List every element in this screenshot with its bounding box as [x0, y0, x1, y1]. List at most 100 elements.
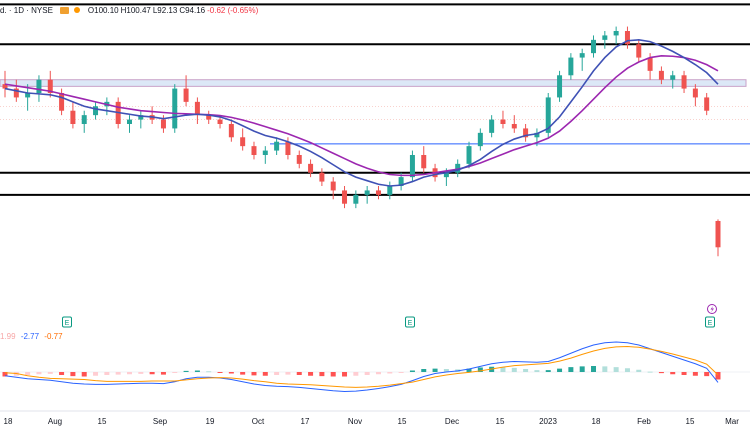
x-tick-label: 18 — [592, 417, 601, 426]
candle-body — [545, 97, 551, 133]
macd-hist-bar — [319, 372, 325, 377]
macd-hist-bar — [375, 372, 381, 375]
macd-hist-bar — [579, 366, 585, 372]
candle-body — [2, 84, 8, 89]
earnings-marker-label: E — [708, 320, 713, 327]
candle-body — [240, 137, 246, 147]
macd-hist-bar — [534, 370, 540, 372]
macd-hist-bar — [217, 372, 223, 373]
macd-hist-bar — [25, 372, 31, 375]
candle-body — [47, 79, 53, 93]
macd-hist-bar — [36, 372, 42, 375]
x-tick-label: 17 — [301, 417, 310, 426]
macd-signal-value: -0.77 — [44, 332, 63, 341]
macd-hist-bar — [274, 372, 280, 375]
earnings-marker-0: E — [62, 316, 72, 328]
candle-body — [624, 31, 630, 45]
earnings-marker-label: E — [65, 320, 70, 327]
close-value: C94.16 — [179, 5, 206, 15]
candle-body — [93, 106, 99, 116]
macd-hist-bar — [342, 372, 348, 377]
candle-body — [274, 141, 280, 151]
macd-hist-bar — [251, 372, 257, 376]
macd-hist-bar — [715, 372, 721, 380]
macd-hist-bar — [59, 372, 65, 375]
candle-body — [591, 39, 597, 54]
macd-hist-bar — [183, 370, 189, 372]
candle-body — [194, 101, 200, 116]
macd-hist-bar — [443, 369, 449, 372]
candle-body — [523, 128, 529, 138]
macd-hist-bar — [262, 372, 268, 376]
candle-body — [704, 97, 710, 111]
macd-hist-bar — [692, 372, 698, 376]
x-tick-label: Feb — [637, 417, 651, 426]
candle-body — [466, 146, 472, 164]
macd-hist-bar — [511, 367, 517, 372]
macd-hist-bar — [330, 372, 336, 377]
candle-body — [183, 88, 189, 102]
macd-hist-bar — [81, 372, 87, 377]
macd-hist-bar — [172, 372, 178, 373]
x-tick-label: 15 — [398, 417, 407, 426]
macd-hist-bar — [681, 372, 687, 375]
candle-body — [500, 119, 506, 124]
macd-hist-bar — [160, 372, 166, 375]
x-tick-label: Dec — [445, 417, 459, 426]
candle-body — [319, 172, 325, 182]
x-tick-label: Nov — [348, 417, 362, 426]
macd-line — [4, 341, 719, 393]
candle-body — [387, 186, 393, 195]
candle-body — [658, 70, 664, 80]
macd-hist-bar — [2, 372, 8, 377]
candle-body — [330, 181, 336, 191]
macd-line-value: -2.77 — [20, 332, 40, 341]
macd-hist-bar — [398, 372, 404, 373]
macd-hist-value: 1.99 — [0, 332, 16, 341]
candle-body — [455, 163, 461, 173]
macd-legend: 1.99 -2.77 -0.77 — [0, 332, 63, 341]
macd-hist-bar — [432, 368, 438, 372]
macd-hist-bar — [285, 372, 291, 375]
macd-hist-bar — [658, 372, 664, 374]
candle-body — [262, 150, 268, 155]
candle-body — [342, 190, 348, 204]
symbol-label[interactable]: d. · 1D · NYSE — [0, 5, 53, 15]
candle-body — [206, 115, 212, 120]
macd-hist-bar — [47, 372, 53, 374]
macd-hist-bar — [194, 370, 200, 372]
open-value: O100.10 — [87, 5, 119, 15]
earnings-marker-2: E — [705, 316, 715, 328]
macd-hist-bar — [409, 370, 415, 372]
candle-body — [636, 44, 642, 58]
candle-body — [13, 88, 19, 98]
macd-hist-bar — [557, 368, 563, 372]
candle-body — [81, 115, 87, 124]
x-tick-label: 15 — [98, 417, 107, 426]
candle-body — [375, 190, 381, 195]
candle-body — [126, 119, 132, 124]
lightning-icon-glyph — [710, 306, 714, 313]
candle-body — [443, 172, 449, 178]
macd-signal-line — [4, 345, 719, 388]
ohlc-legend: d. · 1D · NYSE O100.10 H100.47 L92.13 C9… — [0, 3, 260, 17]
macd-hist-bar — [70, 372, 76, 377]
candle-body — [217, 119, 223, 124]
sma-slow-line — [4, 54, 719, 177]
candle-body — [251, 146, 257, 155]
macd-hist-bar — [500, 367, 506, 372]
macd-hist-bar — [93, 372, 99, 376]
macd-hist-bar — [568, 367, 574, 372]
macd-hist-bar — [149, 372, 155, 375]
candle-body — [670, 75, 676, 80]
x-tick-label: Aug — [48, 417, 62, 426]
macd-hist-bar — [387, 372, 393, 374]
earnings-marker-box — [705, 316, 715, 328]
candle-body — [579, 53, 585, 58]
sma-fast-line — [4, 39, 719, 187]
candle-body — [364, 190, 370, 195]
candle-body — [477, 132, 483, 147]
candle-body — [715, 220, 721, 248]
high-value: H100.47 — [120, 5, 151, 15]
